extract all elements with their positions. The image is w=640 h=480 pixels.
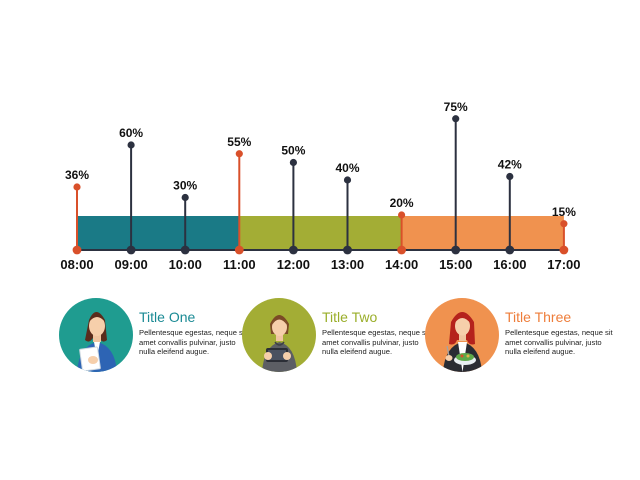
value-label: 55%	[227, 135, 251, 149]
timeline-band-1	[77, 216, 240, 250]
avatar	[425, 298, 499, 372]
card-body: Pellentesque egestas, neque sit amet con…	[322, 328, 430, 357]
value-label: 42%	[498, 158, 522, 172]
timeline-point-base	[343, 245, 352, 255]
time-label: 12:00	[277, 257, 310, 272]
timeline-labels: 36% 08:00 60% 09:00 30% 10:00 55% 11:00 50% 12:00…	[60, 100, 580, 272]
timeline-point-top	[289, 158, 297, 167]
value-label: 36%	[65, 168, 89, 182]
value-label: 15%	[552, 205, 576, 219]
timeline-point-top	[506, 172, 514, 181]
timeline-band-2	[239, 216, 402, 250]
timeline-point-top	[235, 150, 243, 158]
timeline-point-top	[560, 220, 568, 228]
woman-holding-document-icon	[59, 298, 133, 372]
timeline-point-top	[452, 115, 460, 123]
timeline-point-base	[234, 245, 244, 255]
woman-with-tablet-icon	[242, 298, 316, 372]
timeline-point-base	[180, 245, 190, 255]
timeline-point-base	[451, 245, 461, 255]
card-title-three: Title Three Pellentesque egestas, neque …	[425, 298, 615, 378]
value-label: 75%	[444, 100, 468, 114]
timeline-point-top	[181, 193, 189, 202]
time-label: 08:00	[60, 257, 93, 272]
timeline-chart: 36% 08:00 60% 09:00 30% 10:00 55% 11:00 50% 12:00…	[60, 100, 580, 272]
value-label: 30%	[173, 179, 197, 193]
value-label: 60%	[119, 126, 143, 140]
timeline-point-base	[559, 245, 569, 255]
card-title: Title One	[139, 309, 196, 325]
card-title: Title Two	[322, 309, 378, 325]
time-label: 17:00	[547, 257, 580, 272]
timeline-point-base	[397, 245, 406, 255]
timeline-point-top	[127, 141, 135, 149]
avatar	[242, 298, 316, 372]
timeline-point-base	[289, 245, 298, 255]
card-body: Pellentesque egestas, neque sit amet con…	[139, 328, 247, 357]
timeline-point-base	[126, 245, 136, 255]
card-title-one: Title One Pellentesque egestas, neque si…	[59, 298, 249, 378]
value-label: 20%	[390, 196, 414, 210]
value-label: 40%	[335, 161, 359, 175]
timeline-point-top	[343, 176, 352, 184]
time-label: 13:00	[331, 257, 364, 272]
card-title-two: Title Two Pellentesque egestas, neque si…	[242, 298, 432, 378]
time-label: 15:00	[439, 257, 472, 272]
card-body: Pellentesque egestas, neque sit amet con…	[505, 328, 613, 357]
timeline-point-base	[72, 245, 82, 255]
timeline-point-base	[505, 245, 515, 255]
timeline-point-top	[398, 211, 406, 219]
woman-eating-salad-icon	[425, 298, 499, 372]
timeline-band-3	[401, 216, 564, 250]
time-label: 11:00	[223, 257, 256, 272]
time-label: 14:00	[385, 257, 418, 272]
time-label: 09:00	[114, 257, 147, 272]
time-label: 16:00	[493, 257, 526, 272]
card-title: Title Three	[505, 309, 572, 325]
avatar	[59, 298, 133, 372]
value-label: 50%	[281, 144, 305, 158]
timeline-bands	[77, 216, 564, 251]
time-label: 10:00	[169, 257, 202, 272]
timeline-point-top	[73, 183, 81, 191]
timeline-stems	[72, 115, 569, 255]
